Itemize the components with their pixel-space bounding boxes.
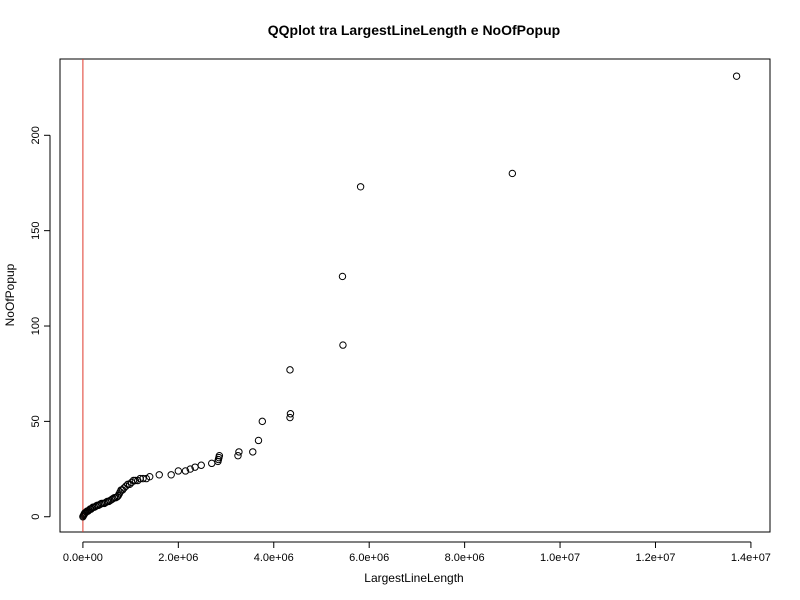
- data-point: [235, 448, 243, 456]
- data-point: [732, 72, 741, 80]
- x-tick-label: 1.0e+07: [540, 552, 580, 564]
- data-point: [129, 476, 138, 485]
- plot-frame: [59, 58, 771, 533]
- data-point: [155, 471, 163, 479]
- x-axis: 0.0e+00 2.0e+06 4.0e+06 6.0e+06 8.0e+06 1.0e+…: [63, 541, 771, 564]
- data-point: [181, 467, 190, 475]
- data-point: [356, 183, 365, 191]
- x-tick-label: 4.0e+06: [254, 552, 294, 564]
- y-tick-label: 200: [30, 126, 42, 144]
- data-point: [197, 461, 205, 469]
- data-point: [254, 436, 263, 445]
- chart-title: QQplot tra LargestLineLength e NoOfPopup: [268, 22, 560, 38]
- data-point: [124, 480, 132, 489]
- y-axis-label: NoOfPopup: [3, 263, 17, 326]
- x-tick-label: 8.0e+06: [445, 552, 485, 564]
- x-tick-label: 6.0e+06: [349, 552, 389, 564]
- y-tick-label: 100: [30, 317, 42, 335]
- data-point: [286, 410, 295, 418]
- y-tick-label: 150: [30, 221, 42, 239]
- data-point: [258, 417, 267, 426]
- y-tick-label: 0: [30, 514, 42, 520]
- data-point: [338, 272, 347, 281]
- x-tick-label: 1.4e+07: [731, 552, 771, 564]
- data-point: [146, 472, 154, 481]
- data-point: [186, 465, 194, 473]
- data-point: [339, 341, 347, 349]
- data-point: [234, 452, 242, 460]
- data-point: [125, 480, 134, 489]
- data-points-layer: [79, 72, 741, 521]
- y-tick-label: 50: [30, 415, 42, 427]
- data-point: [122, 482, 130, 490]
- x-tick-label: 2.0e+06: [158, 552, 198, 564]
- data-point: [508, 169, 517, 178]
- data-point: [139, 474, 147, 483]
- data-point: [134, 476, 142, 485]
- x-tick-label: 0.0e+00: [63, 552, 103, 564]
- data-point: [215, 452, 224, 460]
- data-point: [174, 467, 183, 475]
- x-tick-label: 1.2e+07: [635, 552, 675, 564]
- data-point: [286, 366, 294, 374]
- data-point: [208, 459, 216, 468]
- data-point: [131, 476, 140, 485]
- data-point: [167, 471, 175, 479]
- x-axis-label: LargestLineLength: [364, 571, 463, 585]
- data-point: [286, 413, 294, 422]
- data-point: [120, 484, 128, 492]
- data-point: [249, 448, 257, 456]
- y-axis: 0 50 100 150 200: [30, 126, 51, 520]
